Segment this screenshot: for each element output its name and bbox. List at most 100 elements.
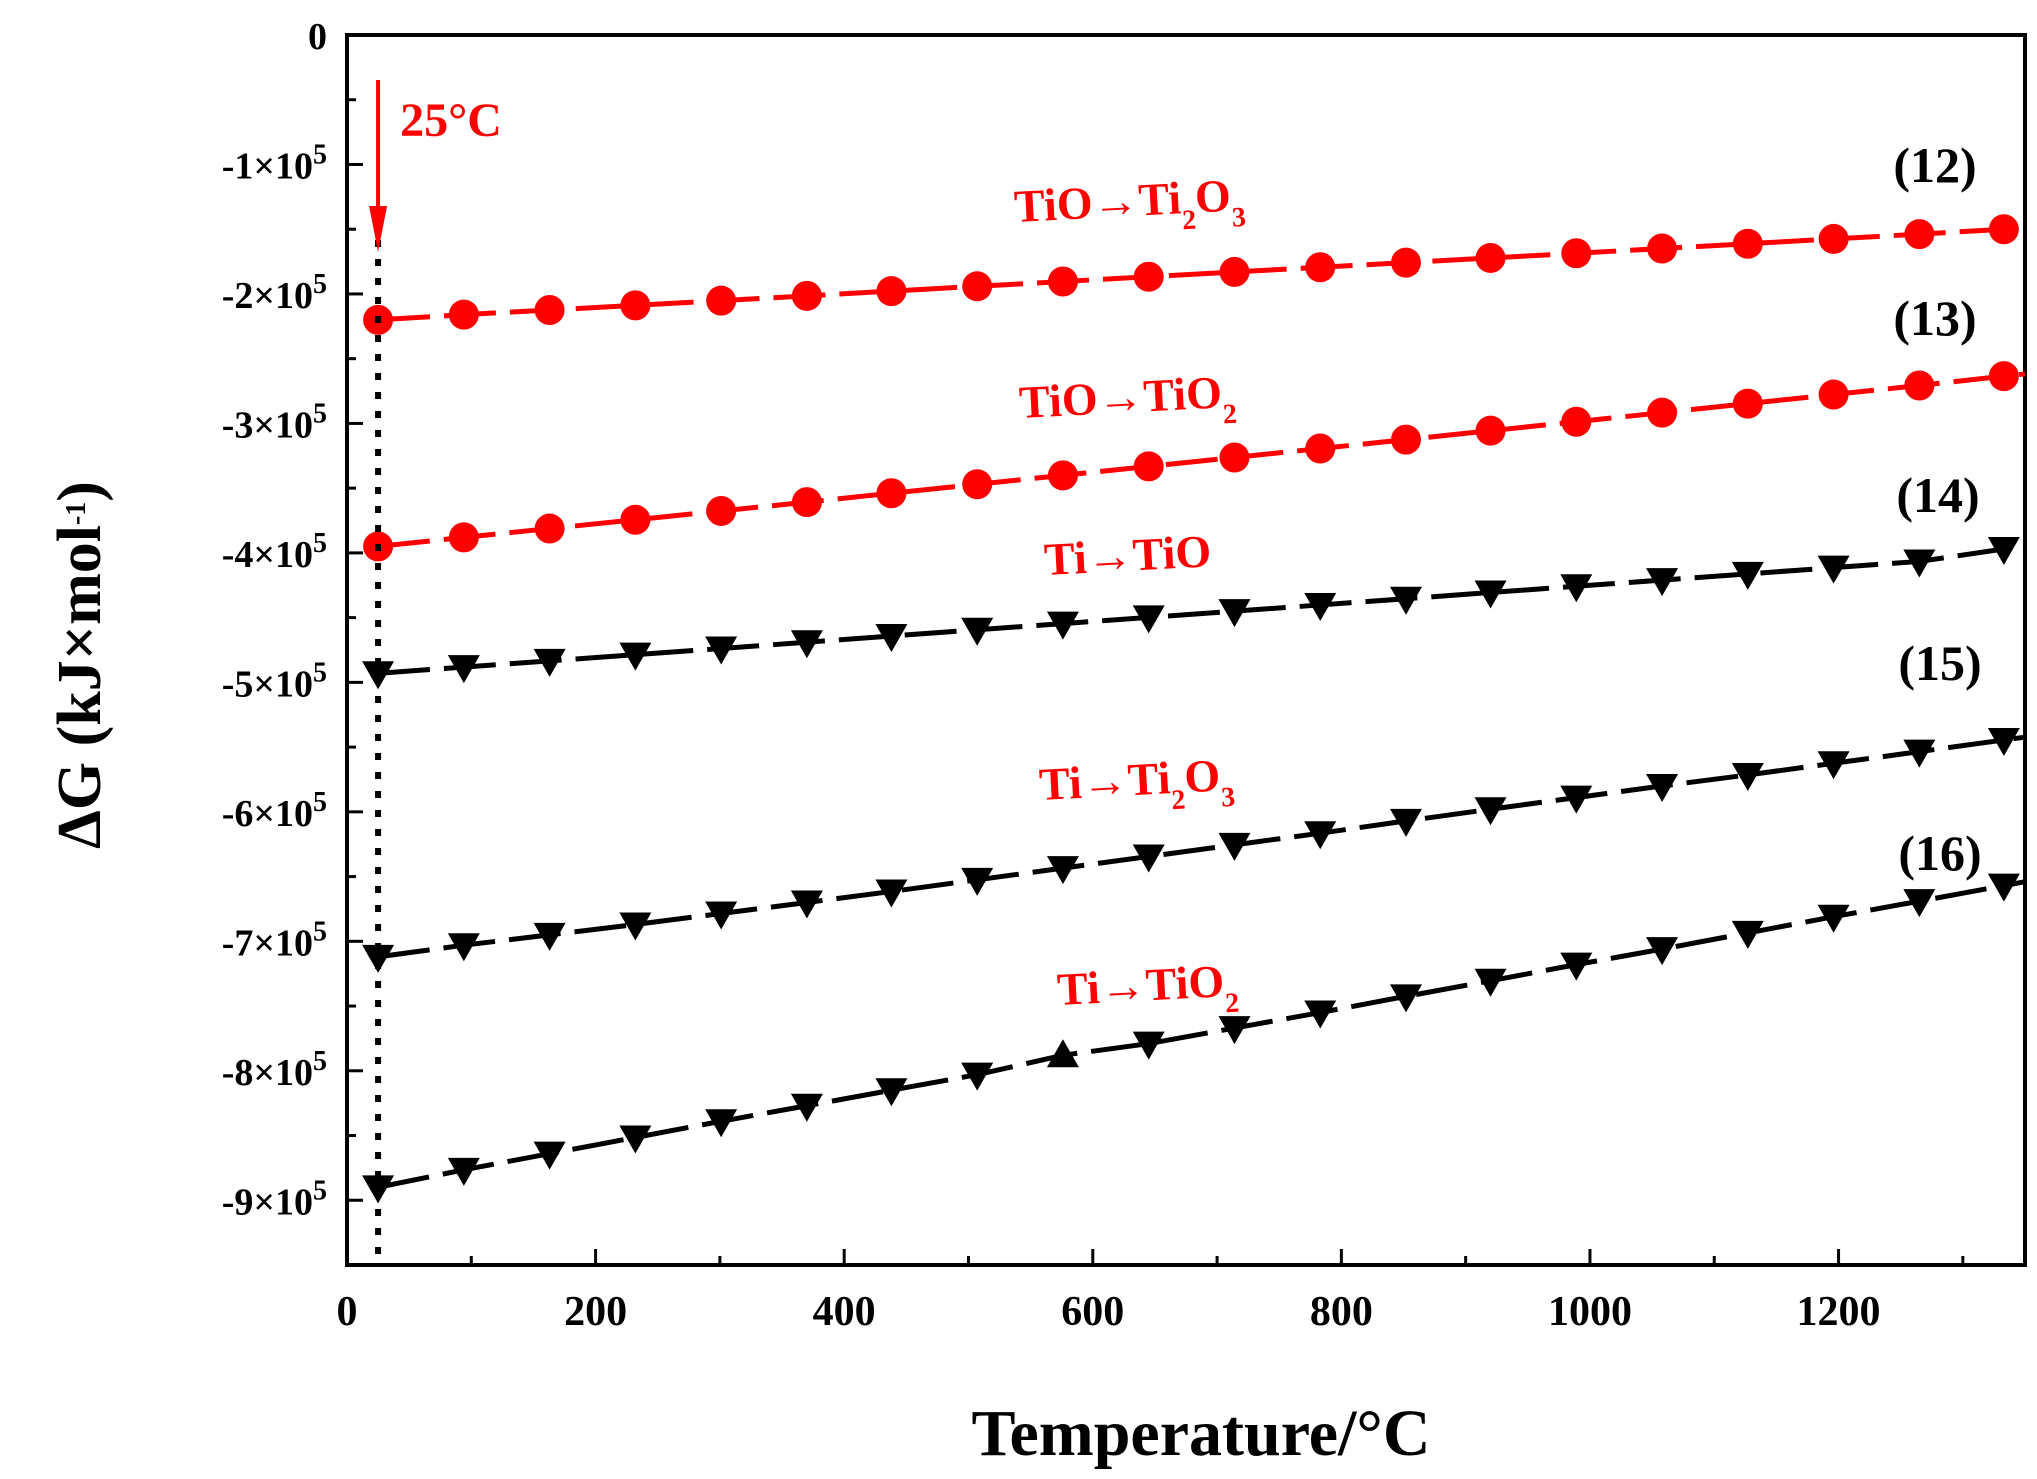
data-point-s14: [619, 642, 652, 671]
data-point-s16: [619, 1125, 652, 1154]
data-point-s15: [1218, 832, 1251, 861]
data-point-s14: [1132, 605, 1165, 634]
plot-frame: [345, 33, 2027, 1267]
series-line-s12: [377, 225, 2026, 323]
y-axis-title: ΔG (kJ×mol-1): [46, 481, 114, 849]
data-point-s16: [790, 1093, 823, 1122]
data-point-s15: [1304, 821, 1337, 850]
data-point-s12: [876, 276, 907, 307]
data-point-s14: [790, 630, 823, 659]
data-point-s14: [1304, 592, 1337, 621]
data-point-s15: [447, 933, 480, 962]
data-point-s14: [447, 655, 480, 684]
data-point-s14: [1390, 586, 1423, 615]
data-point-s12: [1133, 261, 1164, 292]
x-axis-title: Temperature/°C: [971, 1397, 1430, 1470]
data-point-s14: [1903, 549, 1936, 578]
y-tick-label: -3×105: [222, 398, 327, 447]
data-point-s14: [362, 661, 395, 690]
data-point-s15: [1132, 844, 1165, 873]
data-point-s14: [1046, 611, 1079, 640]
data-point-s13: [1988, 361, 2019, 392]
data-point-s12: [448, 299, 479, 330]
data-point-s14: [705, 636, 738, 665]
series-reaction-s16: Ti→TiO2: [1056, 955, 1240, 1028]
series-labels: (12) TiO→Ti2O3 (13) TiO→TiO2 (14) Ti→TiO (15) T…: [1013, 137, 1982, 1028]
data-point-s16: [1218, 1016, 1251, 1045]
data-point-s13: [791, 487, 822, 518]
data-point-s12: [1047, 266, 1078, 297]
data-point-s12: [1475, 242, 1506, 273]
data-point-s15: [362, 944, 395, 973]
data-point-s15: [1817, 751, 1850, 780]
data-point-s15: [1646, 773, 1679, 802]
data-point-s15: [1474, 797, 1507, 826]
data-point-s16: [1132, 1031, 1165, 1060]
data-point-s16: [1560, 952, 1593, 981]
data-point-s13: [706, 495, 737, 526]
data-point-s14: [1646, 568, 1679, 597]
data-point-s15: [1046, 856, 1079, 885]
data-point-s12: [706, 285, 737, 316]
data-point-s15: [875, 879, 908, 908]
y-tick-label: 0: [308, 16, 327, 58]
data-point-s15: [705, 901, 738, 930]
series-number-s14: (14): [1896, 467, 1979, 523]
annotation: 25°C: [369, 80, 502, 1265]
x-tick-label: 1200: [1797, 1289, 1881, 1335]
data-point-s16: [1390, 984, 1423, 1013]
data-point-s13: [1391, 424, 1422, 455]
data-point-s12: [1647, 233, 1678, 264]
data-point-s12: [1305, 252, 1336, 283]
x-tick-label: 600: [1061, 1289, 1124, 1335]
x-tick-label: 200: [564, 1289, 627, 1335]
data-point-s16: [1817, 904, 1850, 933]
series-reaction-s13: TiO→TiO2: [1018, 366, 1238, 441]
y-tick-label: -6×105: [222, 786, 327, 835]
data-point-s15: [961, 867, 994, 896]
data-point-s13: [1047, 460, 1078, 491]
data-point-s16: [875, 1078, 908, 1107]
series-number-s16: (16): [1898, 825, 1981, 881]
data-point-s14: [875, 624, 908, 653]
data-point-s16: [1903, 889, 1936, 918]
data-point-s15: [1560, 785, 1593, 814]
data-point-s13: [1647, 397, 1678, 428]
y-tick-label: -8×105: [222, 1045, 327, 1094]
data-point-s12: [1988, 214, 2019, 245]
data-point-s12: [962, 271, 993, 302]
data-point-s16: [1987, 873, 2020, 902]
series-number-s15: (15): [1898, 635, 1981, 691]
data-point-s16: [1046, 1039, 1079, 1068]
data-point-s12: [620, 290, 651, 321]
data-point-s14: [1731, 561, 1764, 590]
x-tick-label: 0: [337, 1289, 358, 1335]
y-tick-label: -2×105: [222, 268, 327, 317]
y-tick-label: -1×105: [222, 139, 327, 188]
data-point-s14: [1560, 574, 1593, 603]
x-tick-label: 1000: [1548, 1289, 1632, 1335]
data-point-s12: [1219, 256, 1250, 287]
data-point-s16: [961, 1062, 994, 1091]
data-point-s12: [791, 280, 822, 311]
data-point-s16: [1646, 937, 1679, 966]
data-point-s13: [1475, 415, 1506, 446]
data-point-s13: [1305, 433, 1336, 464]
data-point-s13: [1732, 388, 1763, 419]
y-tick-label: -4×105: [222, 527, 327, 576]
data-point-s13: [1219, 442, 1250, 473]
series-number-s13: (13): [1893, 290, 1976, 346]
data-point-s13: [1133, 451, 1164, 482]
data-point-s14: [1218, 599, 1251, 628]
data-point-s15: [533, 922, 566, 951]
data-point-s14: [1987, 537, 2020, 566]
data-point-s15: [1903, 739, 1936, 768]
data-point-s15: [1731, 762, 1764, 791]
data-point-s14: [961, 617, 994, 646]
axes: 0 200 400 600 800 1000 1200 0 -1×105 -2×105 -3×105…: [46, 16, 2027, 1470]
annotation-label: 25°C: [400, 94, 502, 147]
series-number-s12: (12): [1893, 137, 1976, 193]
data-point-s16: [705, 1109, 738, 1138]
data-point-s16: [1304, 1000, 1337, 1029]
